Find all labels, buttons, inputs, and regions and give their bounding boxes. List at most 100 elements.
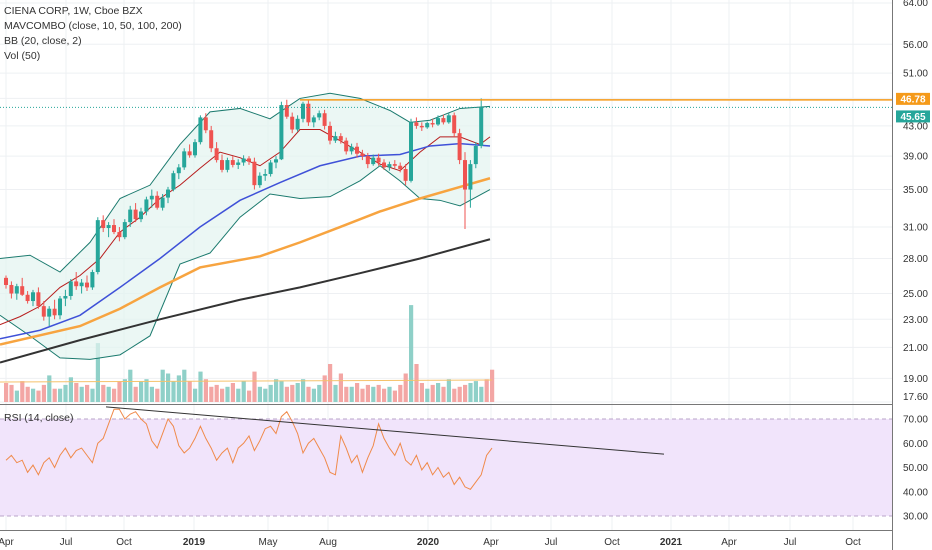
mavcombo-legend[interactable]: MAVCOMBO (close, 10, 50, 100, 200) (4, 20, 182, 32)
volume-bar (58, 388, 63, 402)
volume-bar (52, 388, 57, 402)
time-tick-label: 2020 (417, 537, 440, 548)
candle-body (214, 148, 219, 161)
candle-body (20, 286, 25, 295)
candle-body (338, 136, 343, 141)
volume-bar (333, 384, 338, 402)
candle-body (25, 294, 30, 302)
volume-bar (166, 373, 171, 402)
volume-bar (425, 388, 430, 402)
rsi-tick-label: 30.00 (903, 512, 928, 523)
candle-body (392, 164, 397, 166)
candle-body (452, 115, 457, 134)
candle-body (230, 160, 235, 165)
candle-body (306, 103, 311, 123)
price-tick-label: 64.00 (903, 0, 928, 9)
ma-line-3 (0, 177, 491, 346)
volume-bar (101, 384, 106, 402)
candle-body (360, 153, 365, 157)
candle-body (122, 222, 127, 238)
time-tick-label: 2021 (660, 537, 683, 548)
volume-bar (112, 388, 117, 402)
candle-body (90, 272, 95, 288)
candle-body (14, 286, 19, 294)
time-tick-label: 2019 (183, 537, 206, 548)
candle-body (166, 189, 170, 198)
rsi-trendline (105, 406, 665, 455)
candle-body (79, 282, 84, 287)
candle-body (47, 308, 52, 317)
volume-bar (414, 364, 419, 402)
volume-bar (419, 383, 424, 402)
volume-bar (311, 388, 316, 402)
volume-bar (187, 381, 192, 402)
time-tick-label: Apr (0, 537, 14, 548)
candle-body (58, 298, 62, 316)
volume-bar (176, 375, 181, 402)
volume-bar (79, 386, 84, 402)
volume-bar (122, 379, 127, 402)
candle-body (328, 125, 332, 141)
time-tick-label: Aug (319, 537, 337, 548)
vol-legend[interactable]: Vol (50) (4, 50, 41, 62)
ma-line-1 (0, 129, 491, 326)
volume-bar (473, 381, 478, 402)
candle-body (171, 173, 176, 190)
price-tick-label: 35.00 (903, 185, 928, 196)
volume-bar (144, 379, 149, 402)
candle-body (468, 164, 473, 190)
time-tick-label: Oct (845, 537, 861, 548)
volume-bar (484, 379, 489, 402)
price-badge-label: 46.78 (900, 94, 925, 105)
candle-body (355, 146, 359, 154)
rsi-legend[interactable]: RSI (14, close) (4, 412, 74, 424)
volume-bar (371, 386, 376, 402)
symbol-title[interactable]: CIENA CORP, 1W, Cboe BZX (4, 5, 143, 17)
volume-bar (63, 384, 68, 402)
volume-bar (490, 369, 495, 402)
candle-body (290, 116, 295, 130)
price-badge (896, 110, 930, 123)
candle-body (220, 160, 224, 170)
candle-body (463, 160, 467, 190)
candle-body (382, 162, 386, 168)
time-tick-label: Jul (545, 537, 558, 548)
candle-body (376, 157, 381, 163)
candle-body (257, 175, 262, 186)
candle-body (106, 225, 111, 229)
volume-bar (90, 388, 95, 402)
candle-body (225, 160, 230, 170)
volume-bar (376, 384, 381, 402)
time-tick-label: Apr (721, 537, 737, 548)
price-tick-label: 31.00 (903, 223, 928, 234)
volume-bar (252, 371, 257, 402)
bb-legend[interactable]: BB (20, close, 2) (4, 35, 82, 47)
price-tick-label: 28.00 (903, 254, 928, 265)
candle-body (52, 308, 57, 316)
volume-bar (441, 386, 446, 402)
candle-body (301, 103, 305, 119)
candle-body (398, 165, 403, 170)
candle-body (403, 169, 408, 181)
volume-bar (279, 381, 284, 402)
candle-body (95, 220, 100, 273)
volume-bar (225, 386, 230, 402)
rsi-band (0, 419, 892, 516)
candle-body (295, 118, 300, 130)
bollinger-upper (0, 92, 491, 273)
candle-body (436, 118, 440, 125)
candle-body (4, 277, 8, 285)
time-tick-label: May (259, 537, 278, 548)
volume-bar (31, 388, 36, 402)
candle-body (317, 113, 322, 118)
candle-body (371, 157, 376, 165)
candle-body (209, 130, 214, 149)
volume-bar (392, 390, 397, 402)
volume-bar (9, 384, 14, 402)
volume-bar (14, 390, 19, 402)
candle-body (311, 117, 316, 123)
volume-bar (155, 388, 160, 402)
volume-bar (41, 384, 46, 402)
volume-bar (160, 369, 165, 402)
